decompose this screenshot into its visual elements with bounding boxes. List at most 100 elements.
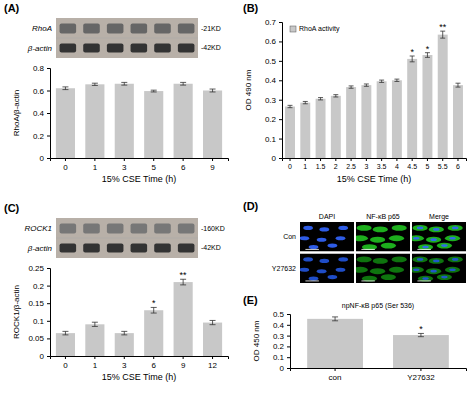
bar (115, 84, 134, 158)
x-tick-label: 3.5 (377, 163, 387, 170)
y-tick: 0.1 (265, 135, 282, 144)
y-tick-mark (287, 357, 290, 358)
cell (413, 225, 428, 231)
blot-band (131, 224, 148, 234)
y-tick-label: 0 (40, 352, 45, 361)
nucleus (441, 244, 447, 247)
significance: ** (439, 22, 447, 32)
axis-line (51, 357, 229, 360)
x-tick-mark (94, 158, 95, 161)
x-axis: 011.522.533.544.555.56 (283, 158, 467, 170)
error-bar (92, 322, 98, 326)
x-tick-label: 3 (364, 163, 368, 170)
column-label: Merge (429, 213, 449, 221)
cell (437, 274, 452, 280)
nucleus (303, 226, 313, 230)
nucleus (449, 237, 455, 240)
nucleus (317, 269, 327, 273)
x-axis: 0136912 (51, 356, 229, 370)
nucleus (328, 244, 338, 248)
nucleus (336, 268, 346, 272)
blot-marker: -21KD (201, 25, 221, 32)
x-tick-label: 2 (334, 163, 338, 170)
x-tick-label: 9 (210, 163, 215, 172)
error-bar (440, 31, 445, 38)
axis-line (51, 159, 229, 162)
x-tick-mark (335, 158, 336, 161)
x-tick-label: 1.5 (316, 163, 326, 170)
plot-marks (56, 279, 222, 356)
x-tick: 4 (395, 158, 399, 170)
blot-band (178, 244, 195, 253)
blot-band (154, 24, 171, 34)
x-tick-mark (65, 158, 66, 161)
x-tick: 2 (334, 158, 338, 170)
x-tick: 3 (364, 158, 368, 170)
y-tick: 0.3 (273, 332, 290, 341)
blot-band (131, 44, 148, 53)
bar (438, 35, 448, 158)
y-tick-mark (287, 325, 290, 326)
blot-band (83, 244, 100, 253)
error-bar (210, 89, 216, 92)
error-bar (332, 317, 338, 321)
x-tick: 5 (425, 158, 429, 170)
y-tick: 0.1 (33, 317, 50, 326)
x-tick-label: con (329, 373, 342, 382)
cell (448, 256, 463, 262)
y-tick-mark (287, 336, 290, 337)
y-tick: 0.2 (33, 132, 50, 141)
cell (418, 276, 433, 282)
y-tick: 0.05 (28, 334, 50, 343)
blot-band (154, 224, 171, 234)
error-bar (394, 79, 399, 81)
y-tick-mark (287, 314, 290, 315)
y-tick-label: 0.05 (28, 334, 44, 343)
bar (56, 88, 75, 158)
cell (429, 258, 444, 264)
y-axis: 00.10.20.30.40.50.60.7 (265, 18, 283, 163)
blot-band (60, 224, 77, 234)
x-tick-label: 4.5 (407, 163, 417, 170)
y-axis-title: OD 450 nm (252, 320, 261, 361)
nucleus (303, 257, 313, 261)
scale-bar (417, 280, 431, 281)
nucleus (433, 260, 439, 263)
nucleus (309, 277, 319, 281)
bar (56, 333, 75, 356)
x-tick-mark (65, 356, 66, 359)
y-tick: 0 (280, 364, 290, 373)
axis-line (283, 159, 467, 162)
plot-marks (285, 31, 463, 158)
error-bar (210, 320, 216, 324)
y-tick-label: 0.2 (273, 342, 285, 351)
y-tick-mark (279, 80, 282, 81)
error-bar (456, 83, 461, 87)
x-tick-label: 5 (425, 163, 429, 170)
y-tick: 0 (40, 352, 50, 361)
y-tick-mark (47, 286, 50, 287)
y-tick-mark (279, 61, 282, 62)
x-tick: 9 (210, 158, 215, 172)
legend-label: RhoA activity (299, 25, 340, 33)
x-tick-mark (94, 356, 95, 359)
y-tick-label: 0.2 (265, 115, 277, 124)
significance: * (419, 324, 423, 334)
y-tick-mark (47, 136, 50, 137)
cell (373, 226, 388, 232)
x-tick-mark (320, 158, 321, 161)
bar (346, 87, 356, 158)
x-tick-label: Y27632 (407, 373, 435, 382)
bar (316, 99, 326, 158)
y-tick: 0.5 (265, 57, 282, 66)
micrograph-background (300, 254, 354, 284)
cell (412, 267, 424, 273)
y-tick: 0.2 (273, 342, 290, 351)
nucleus (417, 258, 423, 261)
nucleus (300, 236, 309, 240)
x-axis-title: 15% CSE Time (h) (337, 174, 412, 184)
x-tick: 6 (456, 158, 460, 170)
cell (413, 256, 428, 262)
x-tick: Y27632 (407, 368, 435, 382)
nucleus (433, 228, 439, 231)
